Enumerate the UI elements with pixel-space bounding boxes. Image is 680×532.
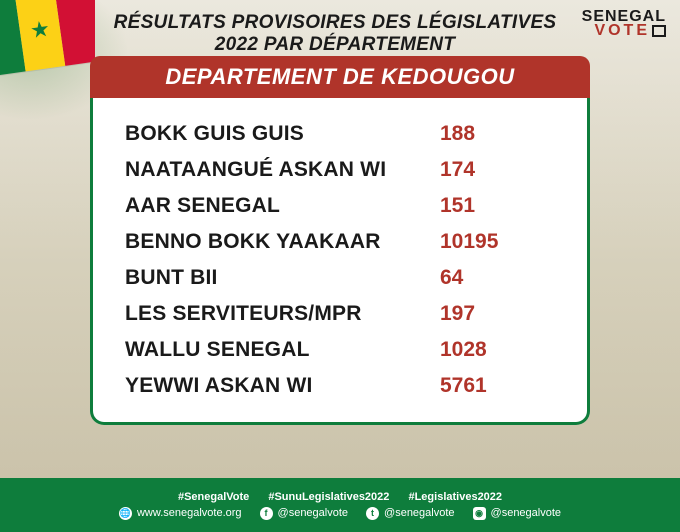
party-name: AAR SENEGAL (125, 194, 440, 218)
ballot-box-icon (652, 25, 666, 37)
logo-line-2: VOTE (594, 22, 650, 39)
social-instagram: ◉ @senegalvote (473, 507, 562, 520)
department-banner: DEPARTEMENT DE KEDOUGOU (90, 56, 590, 98)
vote-count: 5761 (440, 374, 487, 398)
party-name: YEWWI ASKAN WI (125, 374, 440, 398)
vote-count: 64 (440, 266, 463, 290)
hashtag: #SenegalVote (178, 491, 249, 503)
globe-icon: 🌐 (119, 507, 132, 520)
party-name: LES SERVITEURS/MPR (125, 302, 440, 326)
result-row: WALLU SENEGAL 1028 (125, 332, 559, 368)
vote-count: 1028 (440, 338, 487, 362)
instagram-icon: ◉ (473, 507, 486, 520)
facebook-icon: f (260, 507, 273, 520)
social-facebook: f @senegalvote (260, 507, 349, 520)
result-row: BOKK GUIS GUIS 188 (125, 116, 559, 152)
party-name: WALLU SENEGAL (125, 338, 440, 362)
result-row: YEWWI ASKAN WI 5761 (125, 368, 559, 404)
hashtag-row: #SenegalVote #SunuLegislatives2022 #Legi… (170, 491, 510, 503)
vote-count: 10195 (440, 230, 498, 254)
web-url: www.senegalvote.org (137, 507, 242, 519)
vote-count: 174 (440, 158, 475, 182)
vote-count: 197 (440, 302, 475, 326)
result-row: AAR SENEGAL 151 (125, 188, 559, 224)
twitter-handle: @senegalvote (384, 507, 455, 519)
result-row: LES SERVITEURS/MPR 197 (125, 296, 559, 332)
socials-row: 🌐 www.senegalvote.org f @senegalvote t @… (119, 507, 561, 520)
social-twitter: t @senegalvote (366, 507, 455, 520)
party-name: BOKK GUIS GUIS (125, 122, 440, 146)
social-web: 🌐 www.senegalvote.org (119, 507, 242, 520)
party-name: BUNT BII (125, 266, 440, 290)
results-list: BOKK GUIS GUIS 188 NAATAANGUÉ ASKAN WI 1… (90, 98, 590, 425)
senegalvote-logo: SENEGAL VOTE (582, 10, 666, 39)
hashtag: #SunuLegislatives2022 (268, 491, 389, 503)
result-row: BUNT BII 64 (125, 260, 559, 296)
facebook-handle: @senegalvote (278, 507, 349, 519)
result-row: NAATAANGUÉ ASKAN WI 174 (125, 152, 559, 188)
instagram-handle: @senegalvote (491, 507, 562, 519)
vote-count: 188 (440, 122, 475, 146)
vote-count: 151 (440, 194, 475, 218)
hashtag: #Legislatives2022 (408, 491, 502, 503)
twitter-icon: t (366, 507, 379, 520)
result-row: BENNO BOKK YAAKAAR 10195 (125, 224, 559, 260)
party-name: NAATAANGUÉ ASKAN WI (125, 158, 440, 182)
party-name: BENNO BOKK YAAKAAR (125, 230, 440, 254)
results-panel: DEPARTEMENT DE KEDOUGOU BOKK GUIS GUIS 1… (90, 56, 590, 425)
footer: #SenegalVote #SunuLegislatives2022 #Legi… (0, 478, 680, 532)
